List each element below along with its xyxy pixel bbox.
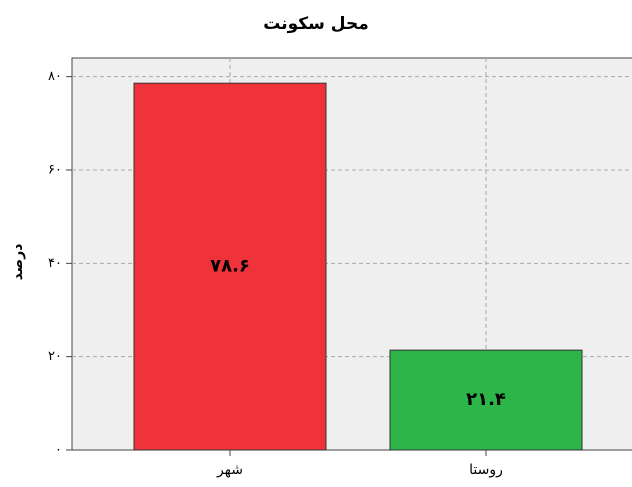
value-label: ۲۱.۴ <box>466 389 506 410</box>
chart-title: محل سکونت <box>263 14 369 34</box>
value-label: ۷۸.۶ <box>210 256 250 277</box>
y-tick-label: ۲۰ <box>48 349 62 364</box>
x-tick-label: شهر <box>216 462 243 478</box>
y-axis-label: درصد <box>10 244 26 281</box>
x-tick-label: روستا <box>469 462 503 478</box>
bar <box>389 349 583 451</box>
y-tick-label: ۶۰ <box>48 163 62 178</box>
y-tick-label: ۸۰ <box>48 69 62 84</box>
y-tick-label: ۴۰ <box>48 256 62 271</box>
y-tick-label: ۰ <box>55 443 62 458</box>
bar <box>133 82 327 451</box>
